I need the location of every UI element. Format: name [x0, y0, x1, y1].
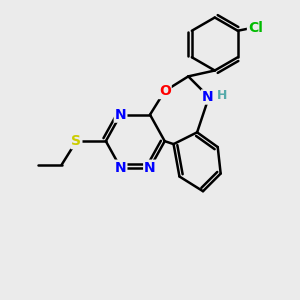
Text: N: N	[115, 161, 126, 175]
Text: N: N	[115, 108, 126, 122]
Text: N: N	[144, 161, 156, 175]
Text: H: H	[217, 89, 227, 102]
Text: O: O	[159, 84, 171, 98]
Text: N: N	[202, 90, 213, 104]
Text: S: S	[71, 134, 81, 148]
Text: Cl: Cl	[248, 21, 263, 35]
